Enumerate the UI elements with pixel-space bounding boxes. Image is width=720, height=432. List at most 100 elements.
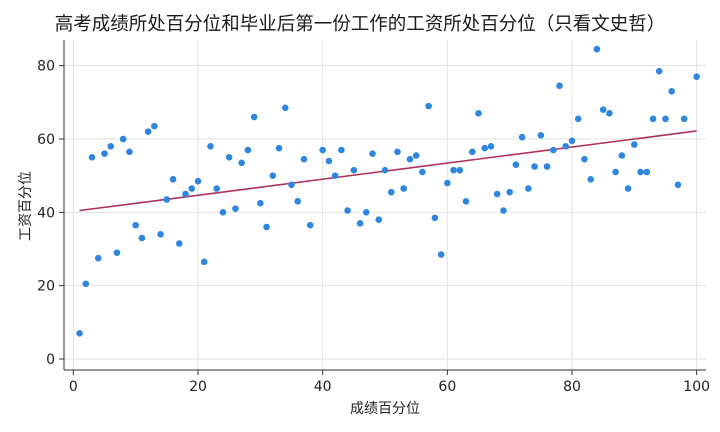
- data-point: [587, 176, 594, 183]
- data-point: [94, 254, 102, 262]
- x-axis-title: 成绩百分位: [350, 401, 420, 417]
- data-point: [612, 168, 619, 176]
- data-point: [257, 199, 264, 207]
- data-point: [325, 157, 333, 165]
- data-point: [244, 146, 252, 154]
- data-point: [331, 172, 339, 179]
- grid-lines: [64, 40, 706, 370]
- data-point: [300, 155, 308, 163]
- axes: 0 20 40 60 80 100 0 20 40 60 80: [37, 40, 710, 395]
- data-point: [381, 166, 389, 174]
- data-point: [531, 163, 538, 170]
- data-point: [525, 185, 532, 192]
- y-tick-label: 40: [37, 205, 55, 221]
- data-point: [132, 221, 139, 229]
- data-point: [119, 135, 127, 143]
- data-point: [194, 177, 202, 185]
- data-point: [394, 148, 401, 156]
- data-points: [76, 45, 700, 337]
- data-point: [493, 190, 501, 198]
- data-point: [157, 231, 164, 238]
- data-point: [412, 152, 420, 159]
- x-tick-label: 100: [683, 379, 710, 395]
- data-point: [406, 155, 414, 163]
- data-point: [662, 115, 669, 123]
- data-point: [387, 188, 395, 196]
- data-point: [82, 280, 90, 288]
- data-point: [606, 110, 613, 117]
- data-point: [281, 104, 289, 112]
- data-point: [107, 143, 115, 150]
- data-point: [200, 258, 208, 266]
- data-point: [144, 128, 152, 135]
- data-point: [437, 251, 445, 258]
- data-point: [475, 110, 482, 117]
- data-point: [126, 148, 133, 156]
- data-point: [506, 188, 513, 196]
- data-point: [556, 82, 563, 90]
- data-point: [269, 172, 277, 179]
- data-point: [88, 154, 96, 161]
- data-point: [462, 198, 470, 205]
- data-point: [425, 102, 432, 110]
- data-point: [512, 161, 520, 168]
- data-point: [138, 234, 146, 242]
- x-tick-label: 20: [189, 379, 207, 395]
- data-point: [543, 163, 551, 170]
- data-point: [649, 115, 657, 123]
- y-tick-label: 20: [37, 279, 55, 295]
- data-point: [668, 88, 676, 95]
- data-point: [400, 185, 407, 192]
- data-point: [319, 146, 326, 154]
- data-point: [113, 249, 121, 256]
- data-point: [288, 181, 295, 189]
- data-point: [444, 179, 451, 187]
- data-point: [232, 205, 239, 212]
- data-point: [456, 166, 464, 174]
- data-point: [574, 115, 582, 123]
- data-point: [182, 190, 189, 198]
- data-point: [76, 330, 83, 337]
- y-tick-label: 80: [37, 59, 55, 75]
- data-point: [250, 113, 258, 121]
- data-point: [693, 73, 700, 80]
- data-point: [487, 143, 495, 150]
- data-point: [481, 144, 489, 152]
- data-point: [637, 168, 644, 176]
- data-point: [363, 209, 370, 216]
- data-point: [163, 196, 171, 203]
- data-point: [419, 168, 426, 176]
- y-axis-title: 工资百分位: [18, 171, 34, 241]
- data-point: [568, 137, 576, 145]
- data-point: [431, 214, 439, 222]
- data-point: [643, 168, 651, 176]
- data-point: [213, 185, 221, 192]
- data-point: [188, 185, 196, 192]
- x-tick-label: 60: [438, 379, 456, 395]
- data-point: [350, 166, 358, 174]
- data-point: [306, 221, 314, 229]
- data-point: [518, 133, 526, 141]
- data-point: [338, 146, 345, 154]
- data-point: [369, 150, 376, 157]
- data-point: [468, 148, 476, 156]
- data-point: [169, 176, 177, 183]
- data-point: [624, 185, 632, 192]
- y-tick-label: 0: [46, 352, 55, 368]
- data-point: [219, 209, 227, 216]
- data-point: [581, 155, 588, 163]
- data-point: [275, 144, 283, 152]
- data-point: [375, 216, 383, 223]
- x-tick-label: 40: [314, 379, 332, 395]
- chart-title: 高考成绩所处百分位和毕业后第一份工作的工资所处百分位（只看文史哲）: [54, 14, 666, 35]
- data-point: [176, 240, 183, 247]
- data-point: [263, 223, 270, 231]
- data-point: [655, 67, 663, 75]
- data-point: [238, 159, 245, 167]
- data-point: [537, 132, 545, 139]
- data-point: [294, 198, 302, 205]
- data-point: [631, 141, 638, 148]
- data-point: [344, 207, 351, 214]
- data-point: [562, 143, 570, 150]
